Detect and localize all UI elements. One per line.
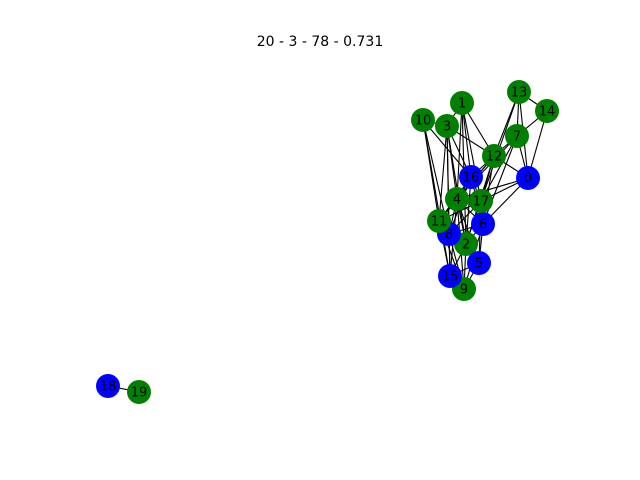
node-circle-4 (445, 187, 469, 211)
node-7: 7 (505, 124, 529, 148)
node-label-12: 12 (486, 150, 503, 165)
node-circle-13 (507, 80, 531, 104)
node-label-5: 5 (475, 257, 483, 272)
node-10: 10 (411, 108, 435, 132)
node-18: 18 (96, 374, 120, 398)
node-label-9: 9 (460, 283, 468, 298)
node-6: 6 (471, 212, 495, 236)
node-17: 17 (469, 189, 493, 213)
edge-3-11 (438, 125, 448, 222)
node-5: 5 (467, 251, 491, 275)
node-label-10: 10 (415, 114, 432, 129)
node-0: 0 (516, 166, 540, 190)
node-circle-17 (469, 189, 493, 213)
node-circle-6 (471, 212, 495, 236)
node-circle-0 (516, 166, 540, 190)
node-16: 16 (459, 165, 483, 189)
node-circle-11 (427, 209, 451, 233)
node-15: 15 (438, 264, 462, 288)
node-label-18: 18 (100, 380, 117, 395)
node-label-4: 4 (453, 193, 461, 208)
edge-10-15 (422, 119, 451, 277)
node-13: 13 (507, 80, 531, 104)
node-3: 3 (435, 114, 459, 138)
node-circle-19 (127, 380, 151, 404)
node-label-0: 0 (524, 172, 532, 187)
node-12: 12 (482, 144, 506, 168)
node-label-1: 1 (458, 97, 466, 112)
node-circle-1 (450, 91, 474, 115)
node-11: 11 (427, 209, 451, 233)
node-label-2: 2 (462, 238, 470, 253)
node-1: 1 (450, 91, 474, 115)
edge-1-16 (461, 102, 472, 178)
node-14: 14 (535, 99, 559, 123)
node-label-16: 16 (463, 171, 480, 186)
node-4: 4 (445, 187, 469, 211)
node-circle-5 (467, 251, 491, 275)
graph-title: 20 - 3 - 78 - 0.731 (256, 34, 384, 50)
node-19: 19 (127, 380, 151, 404)
node-circle-16 (459, 165, 483, 189)
node-circle-7 (505, 124, 529, 148)
node-label-11: 11 (431, 215, 448, 230)
edge-3-2 (446, 125, 467, 245)
node-label-6: 6 (479, 218, 487, 233)
node-label-17: 17 (473, 195, 490, 210)
node-circle-14 (535, 99, 559, 123)
node-circle-10 (411, 108, 435, 132)
node-circle-18 (96, 374, 120, 398)
node-label-13: 13 (511, 86, 528, 101)
node-circle-15 (438, 264, 462, 288)
node-label-15: 15 (442, 270, 459, 285)
node-label-19: 19 (131, 386, 148, 401)
edge-0-4 (456, 177, 529, 200)
node-label-3: 3 (443, 120, 451, 135)
node-label-8: 8 (445, 228, 453, 243)
edge-1-4 (456, 102, 463, 200)
node-circle-3 (435, 114, 459, 138)
node-circle-12 (482, 144, 506, 168)
node-label-14: 14 (539, 105, 556, 120)
edge-layer (107, 91, 548, 393)
node-label-7: 7 (513, 130, 521, 145)
